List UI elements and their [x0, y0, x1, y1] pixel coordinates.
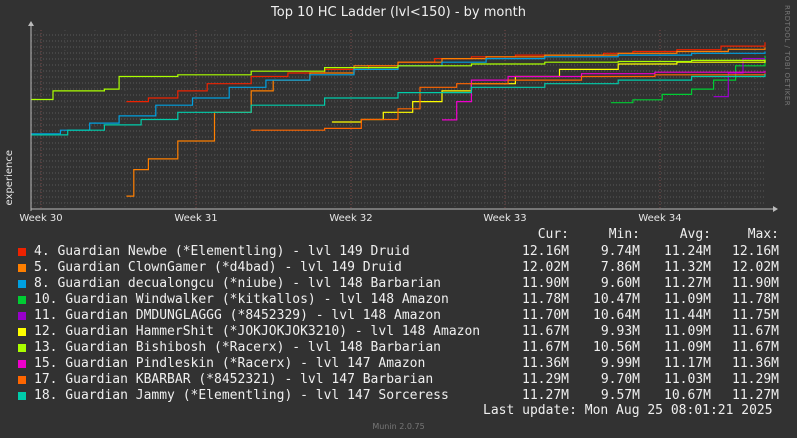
legend-min: 9.57M: [600, 388, 640, 403]
legend-row: 18. Guardian Jammy (*Elementling) - lvl …: [18, 388, 797, 404]
legend-swatch: [18, 344, 26, 352]
legend-name: 8. Guardian decualongcu (*niube) - lvl 1…: [34, 276, 441, 291]
legend-cur: 11.29M: [522, 372, 569, 387]
series-line-6: [31, 59, 766, 101]
x-axis-arrow: [773, 206, 778, 212]
legend-swatch: [18, 328, 26, 336]
legend-avg: 11.32M: [664, 260, 711, 275]
x-tick-label: Week 33: [483, 213, 526, 224]
series-line-3: [610, 55, 766, 104]
legend-row: 10. Guardian Windwalker (*kitkallos) - l…: [18, 292, 797, 308]
legend-avg: 11.09M: [664, 340, 711, 355]
series-lines: [31, 42, 766, 197]
legend-row: 13. Guardian Bishibosh (*Racerx) - lvl 1…: [18, 340, 797, 356]
legend-swatch: [18, 296, 26, 304]
legend-avg: 11.24M: [664, 244, 711, 259]
legend-name: 11. Guardian DMDUNGLAGGG (*8452329) - lv…: [34, 308, 441, 323]
legend-min: 10.64M: [593, 308, 640, 323]
y-axis-arrow: [28, 21, 34, 26]
legend-min: 9.70M: [600, 372, 640, 387]
legend-max: 11.78M: [732, 292, 779, 307]
x-tick-label: Week 32: [329, 213, 372, 224]
legend-min: 9.60M: [600, 276, 640, 291]
legend-name: 4. Guardian Newbe (*Elementling) - lvl 1…: [34, 244, 410, 259]
legend-max: 11.29M: [732, 372, 779, 387]
legend-cur: 11.90M: [522, 276, 569, 291]
legend-swatch: [18, 360, 26, 368]
legend-avg: 11.09M: [664, 324, 711, 339]
last-update: Last update: Mon Aug 25 08:01:21 2025: [483, 403, 773, 418]
legend-max: 11.90M: [732, 276, 779, 291]
series-line-2: [31, 51, 766, 135]
series-line-8: [251, 73, 766, 131]
x-tick-label: Week 31: [174, 213, 217, 224]
header-cur: Cur:: [537, 227, 569, 242]
legend-max: 11.27M: [732, 388, 779, 403]
x-ticks: Week 30 Week 31 Week 32 Week 33 Week 34: [19, 213, 681, 224]
legend-avg: 11.27M: [664, 276, 711, 291]
legend-swatch: [18, 264, 26, 272]
legend-swatch: [18, 376, 26, 384]
legend-avg: 11.09M: [664, 292, 711, 307]
legend-row: 12. Guardian HammerShit (*JOKJOKJOK3210)…: [18, 324, 797, 340]
legend-swatch: [18, 312, 26, 320]
axes: [28, 21, 778, 212]
legend-name: 18. Guardian Jammy (*Elementling) - lvl …: [34, 388, 449, 403]
legend-max: 11.67M: [732, 340, 779, 355]
legend-row: 17. Guardian KBARBAR (*8452321) - lvl 14…: [18, 372, 797, 388]
legend-row: 5. Guardian ClownGamer (*d4bad) - lvl 14…: [18, 260, 797, 276]
legend-swatch: [18, 280, 26, 288]
legend-swatch: [18, 248, 26, 256]
legend-max: 11.67M: [732, 324, 779, 339]
series-line-1: [126, 47, 766, 197]
legend-name: 13. Guardian Bishibosh (*Racerx) - lvl 1…: [34, 340, 441, 355]
legend-avg: 10.67M: [664, 388, 711, 403]
legend-avg: 11.03M: [664, 372, 711, 387]
header-max: Max:: [747, 227, 779, 242]
legend-name: 12. Guardian HammerShit (*JOKJOKJOK3210)…: [34, 324, 481, 339]
legend-cur: 11.36M: [522, 356, 569, 371]
legend-min: 9.74M: [600, 244, 640, 259]
legend-max: 12.02M: [732, 260, 779, 275]
legend-row: 11. Guardian DMDUNGLAGGG (*8452329) - lv…: [18, 308, 797, 324]
legend-swatch: [18, 392, 26, 400]
munin-version: Munin 2.0.75: [372, 422, 425, 431]
legend-cur: 11.67M: [522, 324, 569, 339]
legend-name: 17. Guardian KBARBAR (*8452321) - lvl 14…: [34, 372, 434, 387]
legend-cur: 11.78M: [522, 292, 569, 307]
legend-min: 9.99M: [600, 356, 640, 371]
header-min: Min:: [608, 227, 640, 242]
legend-name: 10. Guardian Windwalker (*kitkallos) - l…: [34, 292, 449, 307]
legend-max: 11.75M: [732, 308, 779, 323]
legend-row: 8. Guardian decualongcu (*niube) - lvl 1…: [18, 276, 797, 292]
legend-row: 15. Guardian Pindleskin (*Racerx) - lvl …: [18, 356, 797, 372]
series-line-7: [442, 70, 766, 121]
legend-cur: 11.27M: [522, 388, 569, 403]
legend-row: 4. Guardian Newbe (*Elementling) - lvl 1…: [18, 244, 797, 260]
series-line-9: [31, 74, 766, 136]
legend-min: 10.56M: [593, 340, 640, 355]
legend-header: Cur: Min: Avg: Max:: [0, 227, 797, 243]
legend-avg: 11.17M: [664, 356, 711, 371]
legend-min: 7.86M: [600, 260, 640, 275]
legend-avg: 11.44M: [664, 308, 711, 323]
chart-title: Top 10 HC Ladder (lvl<150) - by month: [271, 5, 526, 20]
x-tick-label: Week 34: [638, 213, 681, 224]
legend-min: 10.47M: [593, 292, 640, 307]
x-tick-label: Week 30: [19, 213, 62, 224]
legend-cur: 11.67M: [522, 340, 569, 355]
legend-min: 9.93M: [600, 324, 640, 339]
legend-max: 11.36M: [732, 356, 779, 371]
legend-cur: 12.16M: [522, 244, 569, 259]
legend-max: 12.16M: [732, 244, 779, 259]
legend-name: 5. Guardian ClownGamer (*d4bad) - lvl 14…: [34, 260, 402, 275]
header-avg: Avg:: [679, 227, 711, 242]
series-line-4: [713, 58, 765, 98]
rrdtool-credit: RRDTOOL / TOBI OETIKER: [783, 5, 791, 107]
legend-name: 15. Guardian Pindleskin (*Racerx) - lvl …: [34, 356, 426, 371]
legend-cur: 12.02M: [522, 260, 569, 275]
legend-cur: 11.70M: [522, 308, 569, 323]
